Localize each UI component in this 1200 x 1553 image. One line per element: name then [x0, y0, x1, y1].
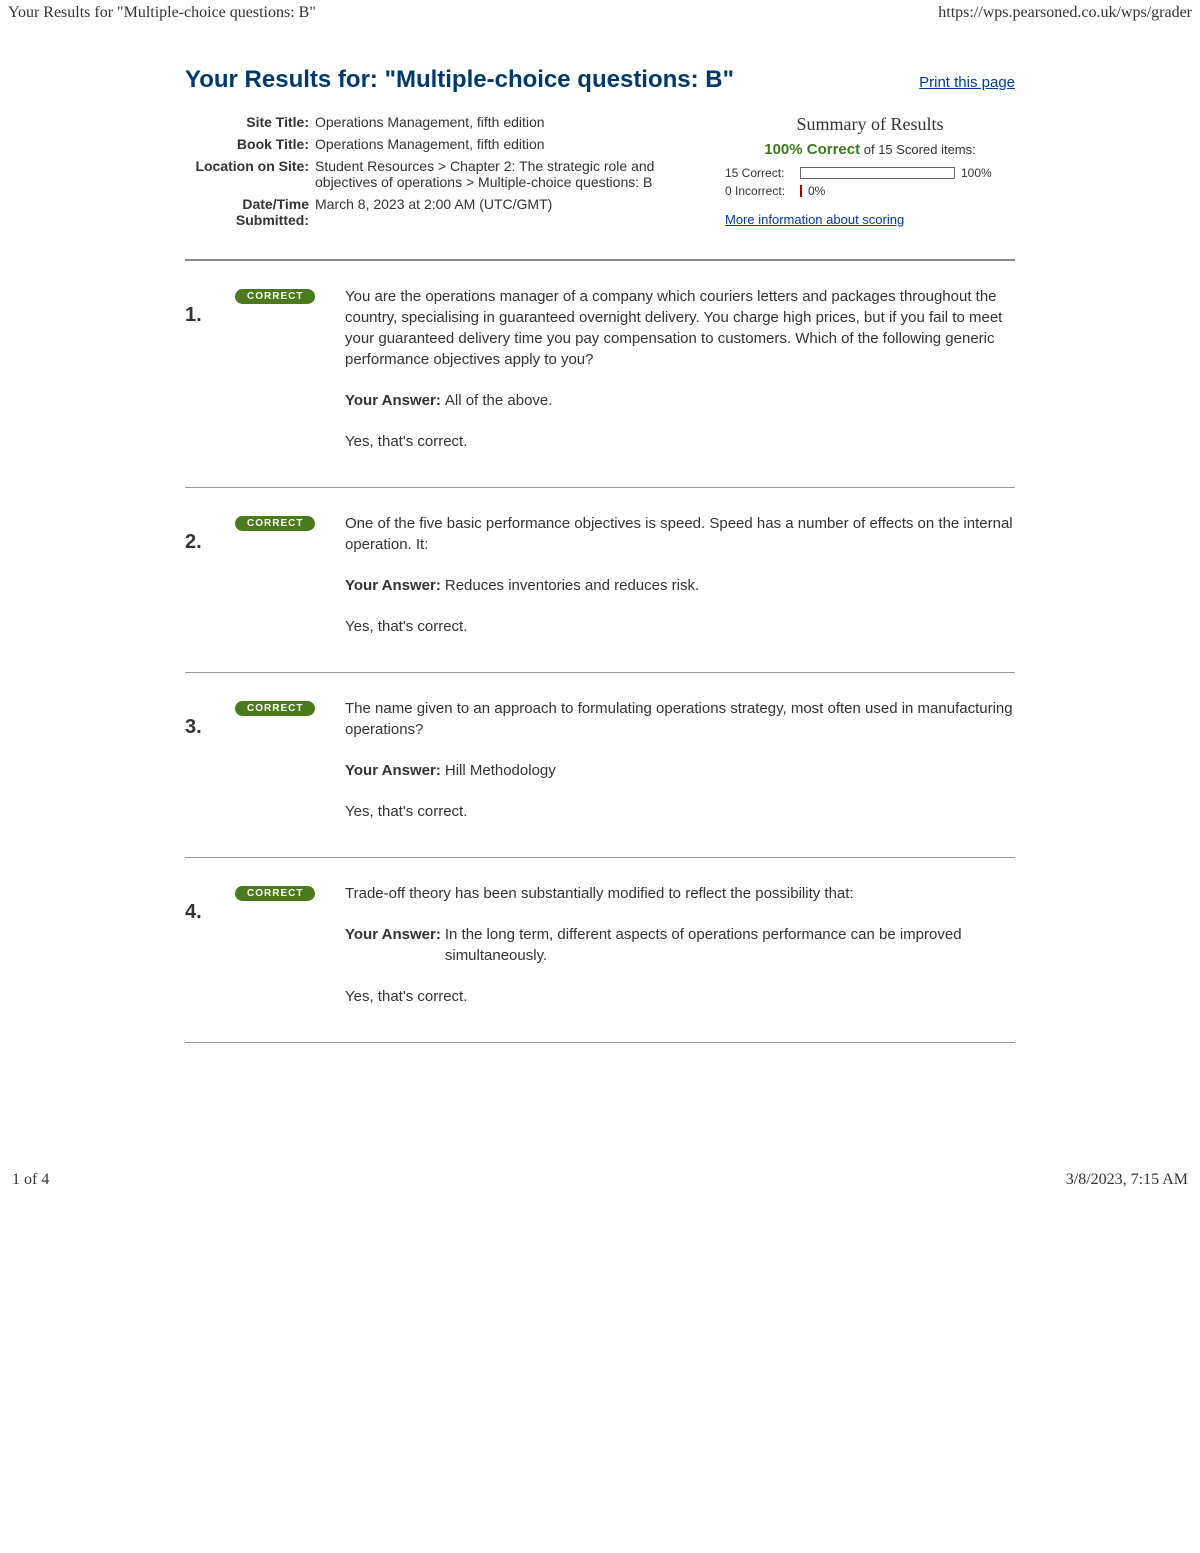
- score-line: 100% Correct of 15 Scored items:: [725, 141, 1015, 158]
- print-header-url: https://wps.pearsoned.co.uk/wps/grader: [938, 4, 1192, 22]
- question-number: 4.: [185, 883, 225, 1017]
- correct-bar-label: 15 Correct:: [725, 166, 800, 180]
- meta-row-site-title: Site Title: Operations Management, fifth…: [185, 114, 685, 130]
- badge-column: CORRECT: [235, 883, 335, 1017]
- question-body: One of the five basic performance object…: [345, 513, 1015, 647]
- meta-label: Date/Time Submitted:: [185, 196, 315, 228]
- badge-column: CORRECT: [235, 513, 335, 647]
- footer-datetime: 3/8/2023, 7:15 AM: [1066, 1171, 1188, 1189]
- meta-value: Operations Management, fifth edition: [315, 136, 685, 152]
- header-row: Your Results for: "Multiple-choice quest…: [185, 66, 1015, 94]
- incorrect-bar-track: [800, 185, 802, 197]
- question-divider: [185, 672, 1015, 673]
- info-block: Site Title: Operations Management, fifth…: [185, 114, 1015, 234]
- question-body: The name given to an approach to formula…: [345, 698, 1015, 832]
- question-text: Trade-off theory has been substantially …: [345, 883, 1015, 904]
- feedback-text: Yes, that's correct.: [345, 616, 1015, 637]
- correct-bar-pct: 100%: [961, 166, 992, 180]
- score-of-text: of 15 Scored items:: [860, 142, 976, 157]
- page-content: Your Results for: "Multiple-choice quest…: [165, 66, 1035, 1043]
- correct-badge: CORRECT: [235, 516, 315, 531]
- answer-text: All of the above.: [445, 390, 553, 411]
- print-page-link[interactable]: Print this page: [919, 74, 1015, 91]
- summary-title: Summary of Results: [725, 114, 1015, 135]
- feedback-text: Yes, that's correct.: [345, 431, 1015, 452]
- badge-column: CORRECT: [235, 698, 335, 832]
- answer-label: Your Answer:: [345, 760, 441, 781]
- print-header: Your Results for "Multiple-choice questi…: [0, 0, 1200, 26]
- answer-row: Your Answer: In the long term, different…: [345, 924, 1015, 966]
- question-body: Trade-off theory has been substantially …: [345, 883, 1015, 1017]
- question-number: 1.: [185, 286, 225, 462]
- print-header-title: Your Results for "Multiple-choice questi…: [8, 4, 316, 22]
- questions-list: 1. CORRECT You are the operations manage…: [185, 286, 1015, 1043]
- question-text: One of the five basic performance object…: [345, 513, 1015, 555]
- badge-column: CORRECT: [235, 286, 335, 462]
- footer-page-num: 1 of 4: [12, 1171, 49, 1189]
- question: 1. CORRECT You are the operations manage…: [185, 286, 1015, 462]
- page-title: Your Results for: "Multiple-choice quest…: [185, 66, 734, 94]
- question: 4. CORRECT Trade-off theory has been sub…: [185, 883, 1015, 1017]
- question-divider: [185, 1042, 1015, 1043]
- feedback-text: Yes, that's correct.: [345, 986, 1015, 1007]
- incorrect-bar-pct: 0%: [808, 184, 825, 198]
- meta-value: Student Resources > Chapter 2: The strat…: [315, 158, 685, 190]
- answer-text: Hill Methodology: [445, 760, 556, 781]
- answer-text: In the long term, different aspects of o…: [445, 924, 1015, 966]
- answer-row: Your Answer: Reduces inventories and red…: [345, 575, 1015, 596]
- question-number: 3.: [185, 698, 225, 832]
- incorrect-bar-label: 0 Incorrect:: [725, 184, 800, 198]
- question-text: The name given to an approach to formula…: [345, 698, 1015, 740]
- meta-table: Site Title: Operations Management, fifth…: [185, 114, 685, 234]
- answer-label: Your Answer:: [345, 575, 441, 596]
- main-divider: [185, 259, 1015, 261]
- question-divider: [185, 857, 1015, 858]
- correct-badge: CORRECT: [235, 701, 315, 716]
- meta-row-datetime: Date/Time Submitted: March 8, 2023 at 2:…: [185, 196, 685, 228]
- answer-row: Your Answer: All of the above.: [345, 390, 1015, 411]
- answer-row: Your Answer: Hill Methodology: [345, 760, 1015, 781]
- correct-bar-track: [800, 167, 955, 179]
- print-footer: 1 of 4 3/8/2023, 7:15 AM: [0, 1163, 1200, 1197]
- meta-label: Site Title:: [185, 114, 315, 130]
- score-percent: 100% Correct: [764, 141, 860, 158]
- question-text: You are the operations manager of a comp…: [345, 286, 1015, 370]
- summary-box: Summary of Results 100% Correct of 15 Sc…: [725, 114, 1015, 234]
- correct-badge: CORRECT: [235, 289, 315, 304]
- meta-value: Operations Management, fifth edition: [315, 114, 685, 130]
- meta-row-book-title: Book Title: Operations Management, fifth…: [185, 136, 685, 152]
- meta-label: Location on Site:: [185, 158, 315, 190]
- question-divider: [185, 487, 1015, 488]
- correct-badge: CORRECT: [235, 886, 315, 901]
- correct-bar-row: 15 Correct: 100%: [725, 166, 1015, 180]
- question-body: You are the operations manager of a comp…: [345, 286, 1015, 462]
- meta-label: Book Title:: [185, 136, 315, 152]
- answer-text: Reduces inventories and reduces risk.: [445, 575, 699, 596]
- meta-row-location: Location on Site: Student Resources > Ch…: [185, 158, 685, 190]
- answer-label: Your Answer:: [345, 924, 441, 966]
- question-number: 2.: [185, 513, 225, 647]
- feedback-text: Yes, that's correct.: [345, 801, 1015, 822]
- incorrect-bar-row: 0 Incorrect: 0%: [725, 184, 1015, 198]
- meta-value: March 8, 2023 at 2:00 AM (UTC/GMT): [315, 196, 685, 228]
- answer-label: Your Answer:: [345, 390, 441, 411]
- question: 3. CORRECT The name given to an approach…: [185, 698, 1015, 832]
- more-info-link[interactable]: More information about scoring: [725, 212, 904, 227]
- question: 2. CORRECT One of the five basic perform…: [185, 513, 1015, 647]
